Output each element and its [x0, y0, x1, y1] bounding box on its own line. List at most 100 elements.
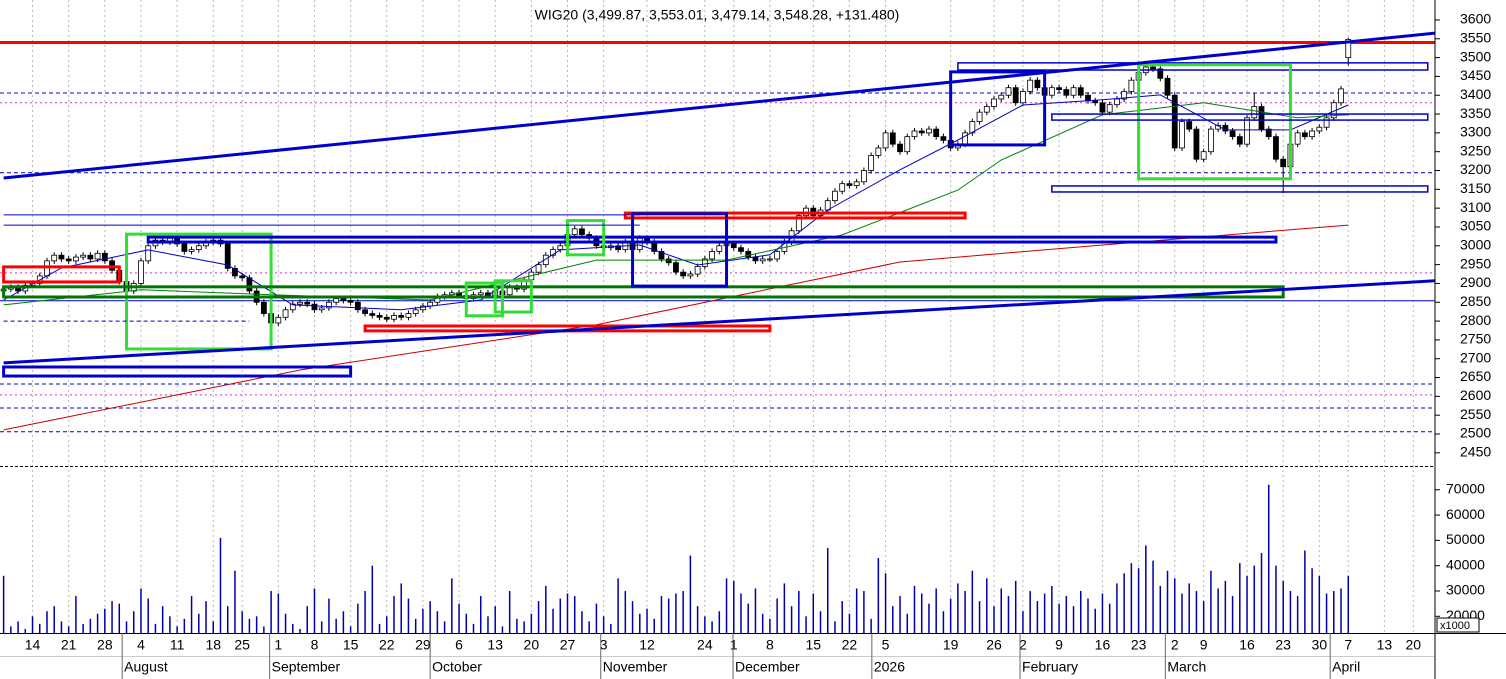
candle-body — [1157, 68, 1164, 79]
candle-body — [58, 254, 65, 260]
volume-bar — [371, 565, 374, 633]
volume-bar — [234, 570, 236, 633]
candle-body — [557, 245, 564, 250]
candle-body — [477, 292, 484, 296]
candle-body — [542, 254, 549, 266]
candle-body — [304, 301, 311, 305]
candle-body — [846, 183, 853, 186]
candle-body — [405, 313, 412, 318]
x-tick-label: 13 — [1377, 637, 1393, 653]
x-tick-label: 23 — [1275, 637, 1291, 653]
volume-bar — [537, 601, 540, 633]
zone — [2, 265, 121, 284]
volume-bar — [494, 606, 496, 633]
zone — [1051, 113, 1429, 121]
volume-bar — [205, 601, 207, 633]
y-tick-label: 2950 — [1460, 255, 1491, 271]
candle-body — [933, 128, 940, 138]
candle-body — [44, 260, 50, 277]
volume-bar — [892, 606, 894, 633]
candle-body — [889, 132, 896, 145]
volume-bar — [1333, 590, 1335, 633]
candle-body — [716, 245, 723, 252]
candle-body — [665, 258, 672, 264]
candle-body — [1048, 87, 1055, 96]
y-tick-label: 60000 — [1446, 506, 1485, 522]
candle-body — [1179, 121, 1185, 149]
candle-body — [1273, 136, 1279, 160]
volume-bar — [219, 537, 222, 633]
volume-bar — [364, 590, 366, 633]
volume-bar — [530, 613, 533, 633]
y-tick-label: 3600 — [1460, 11, 1491, 27]
volume-bar — [602, 616, 605, 633]
zone — [623, 211, 967, 220]
y-tick-label: 2900 — [1460, 274, 1491, 290]
zone — [1051, 185, 1429, 193]
month-label: April — [1332, 659, 1360, 675]
candle-body — [571, 228, 578, 235]
candle-body — [260, 301, 267, 314]
x-tick-label: 12 — [639, 637, 655, 653]
volume-bar — [414, 618, 417, 633]
volume-bar — [82, 623, 84, 633]
volume-bar — [465, 613, 468, 633]
volume-bar — [689, 555, 692, 633]
y-tick-label: 3050 — [1460, 218, 1491, 234]
candle-body — [1056, 87, 1062, 90]
candle-body — [1106, 104, 1113, 113]
y-tick-label: 2800 — [1460, 312, 1491, 328]
volume-bar — [617, 578, 619, 633]
volume-bar — [140, 588, 142, 633]
candle-body — [579, 228, 585, 235]
candle-body — [832, 190, 838, 202]
candle-body — [101, 252, 108, 262]
candle-body — [1316, 126, 1323, 132]
volume-bar — [132, 611, 135, 633]
candle-body — [680, 271, 687, 277]
candle-body — [839, 183, 846, 192]
volume-bar — [169, 616, 171, 633]
x-tick-label: 14 — [25, 637, 41, 653]
candle-body — [1027, 79, 1034, 92]
y-tick-label: 2450 — [1460, 444, 1491, 460]
y-tick-label: 2550 — [1460, 406, 1491, 422]
candle-body — [362, 309, 368, 314]
candle-body — [1063, 89, 1070, 96]
volume-bar — [328, 598, 330, 633]
candle-body — [694, 266, 701, 275]
candle-body — [1309, 130, 1316, 138]
volume-bar — [1202, 601, 1205, 633]
candle-body — [333, 298, 340, 303]
volume-bar — [653, 618, 655, 633]
candle-body — [1229, 130, 1236, 138]
candle-body — [759, 258, 766, 262]
volume-bar — [1145, 545, 1147, 633]
volume-bar — [949, 598, 952, 633]
volume-bar — [740, 593, 742, 633]
x-tick-label: 28 — [97, 637, 113, 653]
x-tick-label: 1 — [274, 637, 282, 653]
volume-bar — [89, 618, 92, 633]
volume-bar — [1188, 583, 1190, 633]
y-tick-label: 3250 — [1460, 142, 1491, 158]
x-tick-label: 18 — [205, 637, 221, 653]
candle-body — [224, 243, 231, 269]
volume-bar — [776, 598, 778, 633]
volume-bar — [725, 578, 728, 633]
volume-bar — [1173, 578, 1176, 633]
candle-body — [1265, 128, 1272, 138]
volume-bar — [458, 603, 460, 633]
candle-body — [275, 316, 282, 324]
x-tick-label: 2 — [1019, 637, 1027, 653]
candle-body — [1323, 117, 1330, 128]
volume-bar — [501, 626, 504, 633]
candle-body — [1207, 128, 1214, 153]
volume-bar — [675, 593, 677, 633]
volume-bar — [819, 611, 822, 633]
y-tick-label: 3550 — [1460, 29, 1491, 45]
candle-body — [774, 251, 781, 260]
volume-bar — [1282, 580, 1284, 633]
volume-bar — [711, 621, 713, 633]
volume-bar — [24, 628, 27, 633]
